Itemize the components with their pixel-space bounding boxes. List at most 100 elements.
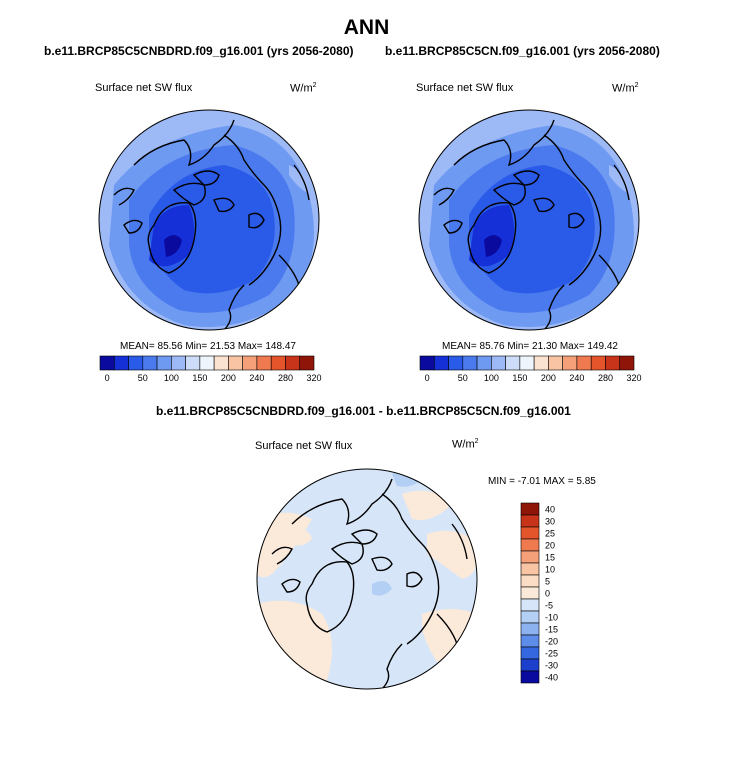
colorbar-2-tick: 200 <box>541 373 556 383</box>
colorbar-3-swatch <box>520 550 540 564</box>
coastline-0 <box>453 119 555 167</box>
colorbar-2-swatch <box>590 355 606 371</box>
colorbar-2-swatch <box>619 355 635 371</box>
colorbar-3-swatch <box>520 622 540 636</box>
colorbar-1-tick: 200 <box>221 373 236 383</box>
colorbar-2-tick: 100 <box>484 373 499 383</box>
panel-2-units: W/m2 <box>612 82 639 95</box>
colorbar-1-swatch <box>156 355 172 371</box>
colorbar-3-swatch <box>520 502 540 516</box>
colorbar-2-tick: 150 <box>512 373 527 383</box>
colorbar-2-swatch <box>605 355 621 371</box>
colorbar-2-swatch <box>476 355 492 371</box>
panel-2-variable: Surface net SW flux <box>416 82 514 94</box>
colorbar-3-tick: 25 <box>545 529 555 539</box>
coastline-2 <box>330 541 364 565</box>
greenland-core <box>484 235 502 257</box>
colorbar-2-swatch <box>505 355 521 371</box>
coastline-9 <box>113 187 135 206</box>
panel-1-units: W/m2 <box>290 82 317 95</box>
coastline-2 <box>172 182 206 206</box>
coastline-9 <box>433 187 455 206</box>
coastline-8 <box>278 254 300 286</box>
colorbar-3-swatch <box>520 574 540 588</box>
colorbar-3-tick: -10 <box>545 613 558 623</box>
colorbar-1-swatch <box>142 355 158 371</box>
diff-warm-6 <box>292 530 312 546</box>
coastline-3 <box>192 170 220 186</box>
coastline-11 <box>293 164 310 201</box>
coastline-11 <box>451 523 468 560</box>
colorbar-3-swatch <box>520 562 540 576</box>
colorbar-2-swatch <box>491 355 506 371</box>
coastline-3 <box>512 170 540 186</box>
colorbar-3-tick: 30 <box>545 517 555 527</box>
coastline-6 <box>223 284 245 330</box>
field-band-3 <box>469 165 595 294</box>
colorbar-2-tick: 280 <box>598 373 613 383</box>
panel-2-map <box>418 109 640 331</box>
coastline-10 <box>281 578 301 593</box>
colorbar-3-swatch <box>520 610 540 624</box>
coastline-4 <box>213 197 235 213</box>
panel-3-stats: MIN = -7.01 MAX = 5.85 <box>488 476 596 487</box>
coastline-10 <box>443 219 463 234</box>
coastline-3 <box>350 529 378 545</box>
colorbar-1-tick: 240 <box>249 373 264 383</box>
colorbar-2-swatch <box>433 355 449 371</box>
colorbar-2-tick: 240 <box>569 373 584 383</box>
colorbar-1-tick: 320 <box>306 373 321 383</box>
colorbar-1-swatch <box>199 355 215 371</box>
colorbar-1-swatch <box>113 355 129 371</box>
colorbar-1-swatch <box>228 355 243 371</box>
colorbar-3-tick: 20 <box>545 541 555 551</box>
colorbar-3-swatch <box>520 634 540 648</box>
colorbar-2-swatch <box>562 355 578 371</box>
colorbar-3-swatch <box>520 514 540 528</box>
coastline-4 <box>371 556 393 572</box>
colorbar-3-tick: 40 <box>545 505 555 515</box>
coastline-10 <box>123 219 143 234</box>
colorbar-3-swatch <box>520 670 540 684</box>
colorbar-3-tick: -15 <box>545 625 558 635</box>
colorbar-3-swatch <box>520 526 540 540</box>
diff-cool-2 <box>372 580 392 596</box>
colorbar-2-swatch <box>548 355 563 371</box>
colorbar-2-swatch <box>533 355 549 371</box>
panel-3-variable: Surface net SW flux <box>255 440 353 452</box>
map-border <box>256 468 478 690</box>
colorbar-2-swatch <box>419 355 435 371</box>
coastline-8 <box>436 613 458 645</box>
coastline-7 <box>248 212 265 229</box>
coastline-0 <box>133 119 235 167</box>
colorbar-1-swatch <box>128 355 144 371</box>
colorbar-2-swatch <box>576 355 592 371</box>
colorbar-1-swatch <box>171 355 186 371</box>
panel-3-title: b.e11.BRCP85C5CNBDRD.f09_g16.001 - b.e11… <box>156 404 571 418</box>
panel-1-colorbar: 0 50 100 150 200 240 280 320 <box>99 355 322 383</box>
greenland-core <box>164 235 182 257</box>
panel-2-colorbar: 0 50 100 150 200 240 280 320 <box>419 355 642 383</box>
panel-3-units: W/m2 <box>452 438 479 451</box>
colorbar-3-tick: 0 <box>545 589 550 599</box>
colorbar-3-swatch <box>520 646 540 660</box>
figure-title: ANN <box>343 16 390 39</box>
colorbar-1-swatch <box>185 355 201 371</box>
coastline-1 <box>147 201 197 274</box>
diff-warm-2 <box>257 600 332 689</box>
coastline-6 <box>381 643 403 689</box>
colorbar-1-tick: 280 <box>278 373 293 383</box>
coastline-5 <box>381 493 440 645</box>
map-field <box>99 110 319 330</box>
colorbar-1-tick: 150 <box>192 373 207 383</box>
panel-3-map <box>256 468 478 690</box>
panel-1-stats: MEAN= 85.56 Min= 21.53 Max= 148.47 <box>120 341 296 352</box>
coastline-7 <box>568 212 585 229</box>
colorbar-3-tick: 5 <box>545 577 550 587</box>
map-border <box>98 109 320 331</box>
colorbar-2-swatch <box>519 355 535 371</box>
colorbar-3-tick: -25 <box>545 649 558 659</box>
coastline-6 <box>543 284 565 330</box>
panel-2-title: b.e11.BRCP85C5CN.f09_g16.001 (yrs 2056-2… <box>385 44 660 58</box>
colorbar-2-swatch <box>448 355 464 371</box>
